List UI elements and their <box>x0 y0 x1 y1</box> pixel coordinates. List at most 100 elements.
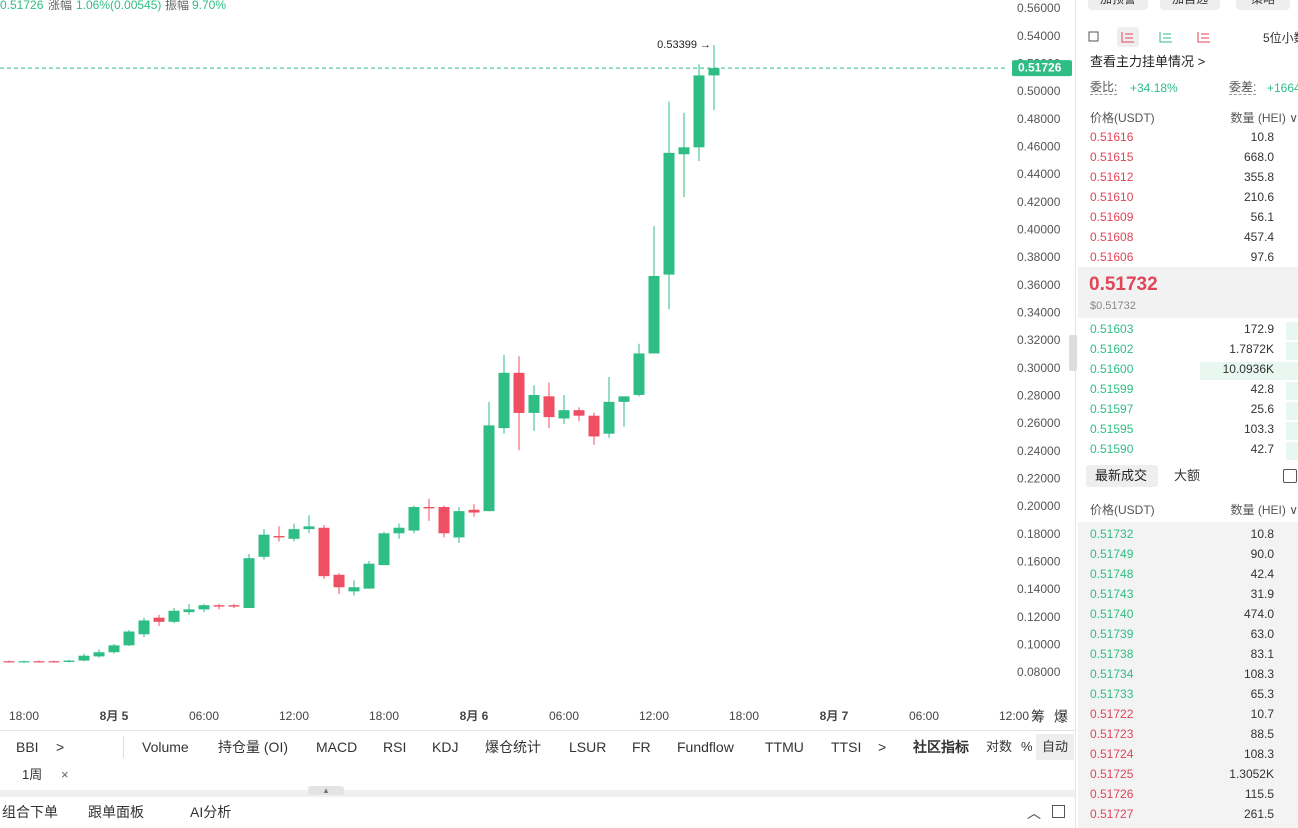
indicator-item[interactable]: TTSI <box>831 739 862 755</box>
trade-qty: 474.0 <box>1243 607 1274 621</box>
bid-price[interactable]: 0.51603 <box>1090 322 1134 336</box>
indicator-item[interactable]: LSUR <box>569 739 607 755</box>
ask-price[interactable]: 0.51616 <box>1090 130 1134 144</box>
indicator-item[interactable]: TTMU <box>765 739 804 755</box>
side-label[interactable]: 筹 <box>1031 709 1045 725</box>
candle-body <box>333 574 345 588</box>
trades-tab[interactable]: 最新成交 <box>1095 468 1148 483</box>
amp: 9.70% <box>192 0 226 12</box>
indicator-item[interactable]: 持仓量 (OI) <box>218 739 288 755</box>
indicator-item[interactable]: MACD <box>316 739 358 755</box>
y-tick-label: 0.10000 <box>1017 638 1061 652</box>
bid-qty: 42.8 <box>1250 382 1274 396</box>
trade-price: 0.51722 <box>1090 707 1134 721</box>
bottom-tab[interactable]: 跟单面板 <box>88 804 144 820</box>
candle-body <box>3 661 15 663</box>
side-label[interactable]: 爆 <box>1054 709 1068 725</box>
indicator-item[interactable]: RSI <box>383 739 407 755</box>
y-tick-label: 0.42000 <box>1017 195 1061 209</box>
candle-body <box>678 147 690 155</box>
main-orders[interactable]: 查看主力挂单情况 > <box>1090 54 1206 69</box>
trade-qty: 65.3 <box>1250 687 1274 701</box>
decimals[interactable]: 5位小数 <box>1263 31 1298 45</box>
y-tick-label: 0.16000 <box>1017 555 1061 569</box>
bottom-tab[interactable]: AI分析 <box>190 804 232 820</box>
tab-bg <box>1086 465 1158 487</box>
indicator-item[interactable]: 社区指标 <box>913 739 969 755</box>
candle-body <box>93 652 105 657</box>
collapse-icon[interactable]: ︿ <box>1027 805 1041 821</box>
y-tick-label: 0.38000 <box>1017 250 1061 264</box>
bid-price[interactable]: 0.51602 <box>1090 342 1134 356</box>
trade-qty: 10.8 <box>1250 527 1274 541</box>
ask-price[interactable]: 0.51612 <box>1090 170 1134 184</box>
candle-body <box>603 401 615 434</box>
trade-qty: 1.3052K <box>1229 767 1274 781</box>
indicator-item[interactable]: % <box>1021 739 1033 754</box>
x-tick-label: 8月 6 <box>460 709 489 723</box>
mid-bg <box>1078 267 1298 318</box>
candle-body <box>183 609 195 613</box>
panel-button[interactable]: 策略 <box>1236 0 1290 10</box>
bid-price[interactable]: 0.51597 <box>1090 402 1134 416</box>
chart: 0.51726 涨幅 1.06%(0.00545) 振幅 9.70% 筹 爆 0… <box>0 0 1072 725</box>
bid-price[interactable]: 0.51590 <box>1090 442 1134 456</box>
indicator-item[interactable]: FR <box>632 739 651 755</box>
indicator-item[interactable]: Fundflow <box>677 739 734 755</box>
indicator-item[interactable]: > <box>878 739 887 755</box>
panel-button[interactable]: 加预警 <box>1088 0 1148 10</box>
candle-body <box>198 605 210 610</box>
candle-body <box>468 509 480 513</box>
bid-price[interactable]: 0.51599 <box>1090 382 1134 396</box>
plot-area <box>0 44 1005 663</box>
candle-body <box>33 661 45 663</box>
indicator-item[interactable]: BBI <box>16 739 39 755</box>
ask-price[interactable]: 0.51606 <box>1090 250 1134 264</box>
panel-button[interactable]: 加自选 <box>1160 0 1220 10</box>
ratio-label: 委比: <box>1090 80 1118 95</box>
candle-body <box>708 68 720 76</box>
trade-qty: 88.5 <box>1250 727 1274 741</box>
candle-body <box>348 587 360 592</box>
indicator-item[interactable]: > <box>56 739 65 755</box>
candle-body <box>273 536 285 538</box>
period-tag[interactable]: 1周 <box>22 767 43 782</box>
divider <box>1075 0 1076 828</box>
indicator-item[interactable]: 自动 <box>1042 739 1069 754</box>
trades-tab[interactable]: 大额 <box>1174 468 1201 483</box>
candle-body <box>588 415 600 437</box>
bottom-tab[interactable]: 组合下单 <box>2 804 58 820</box>
icon[interactable] <box>1159 32 1172 43</box>
fullscreen-icon[interactable] <box>1052 805 1065 818</box>
expand-tab[interactable]: ▲ <box>308 786 344 795</box>
icon[interactable] <box>1088 31 1099 42</box>
indicator-item[interactable]: 对数 <box>986 739 1013 754</box>
x-tick-label: 12:00 <box>279 709 309 723</box>
indicator-item[interactable]: 爆仓统计 <box>485 739 541 755</box>
ask-price[interactable]: 0.51615 <box>1090 150 1134 164</box>
bid-price[interactable]: 0.51595 <box>1090 422 1134 436</box>
indicator-item[interactable]: Volume <box>142 739 189 755</box>
bid-qty: 25.6 <box>1250 402 1274 416</box>
high-annotation: 0.53399 → <box>657 39 711 51</box>
bid-qty: 103.3 <box>1243 422 1274 436</box>
candle-body <box>123 631 135 646</box>
checkbox[interactable] <box>1283 469 1297 483</box>
bid-price[interactable]: 0.51600 <box>1090 362 1134 376</box>
candle-body <box>18 661 30 663</box>
bid-qty: 1.7872K <box>1229 342 1274 356</box>
icon[interactable] <box>1197 32 1210 43</box>
y-tick-label: 0.14000 <box>1017 582 1061 596</box>
indicator-item[interactable]: KDJ <box>432 739 459 755</box>
y-tick-label: 0.32000 <box>1017 333 1061 347</box>
period-close[interactable]: × <box>61 767 69 782</box>
ask-price[interactable]: 0.51610 <box>1090 190 1134 204</box>
ask-price[interactable]: 0.51608 <box>1090 230 1134 244</box>
icon[interactable] <box>1121 32 1134 43</box>
y-tick-label: 0.12000 <box>1017 610 1061 624</box>
ask-price[interactable]: 0.51609 <box>1090 210 1134 224</box>
depth-bar <box>1286 422 1298 440</box>
collapse-handle[interactable] <box>1069 335 1077 371</box>
ask-qty: 668.0 <box>1243 150 1274 164</box>
